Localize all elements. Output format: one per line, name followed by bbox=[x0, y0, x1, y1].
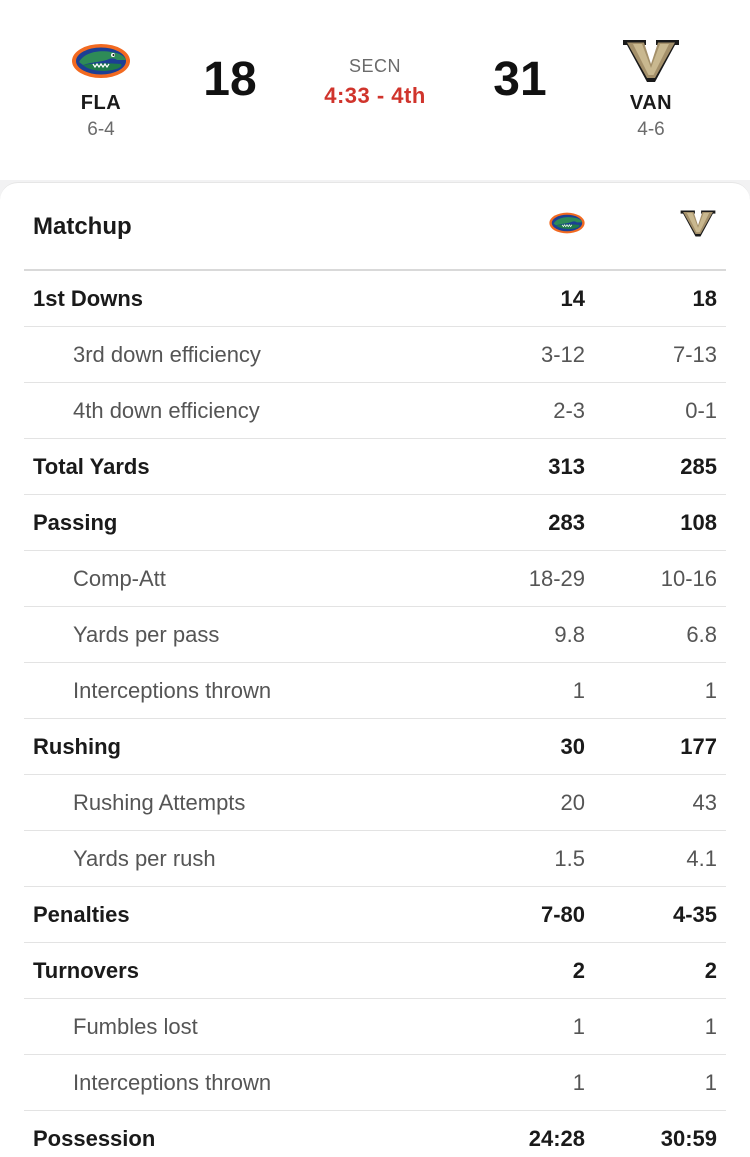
away-stat-value: 7-80 bbox=[540, 902, 585, 927]
away-stat-value: 30 bbox=[560, 734, 585, 759]
florida-gator-logo-icon bbox=[549, 212, 585, 234]
stat-row: 4th down efficiency 2-3 0-1 bbox=[24, 383, 726, 439]
away-stat-value: 1.5 bbox=[554, 846, 585, 871]
stat-label: Yards per rush bbox=[73, 846, 216, 871]
matchup-card: Matchup 1st Downs 14 18 3rd down efficiency… bbox=[0, 182, 750, 1157]
vanderbilt-v-logo-icon bbox=[680, 210, 716, 237]
matchup-stats-table: 1st Downs 14 18 3rd down efficiency 3-12 7-13… bbox=[24, 271, 726, 1157]
away-team[interactable]: FLA 6-4 bbox=[41, 34, 161, 141]
home-stat-value: 4-35 bbox=[672, 902, 717, 927]
away-stat-value: 9.8 bbox=[554, 622, 585, 647]
home-stat-value: 18 bbox=[692, 286, 717, 311]
away-team-record: 6-4 bbox=[87, 119, 115, 140]
away-stat-value: 283 bbox=[548, 510, 585, 535]
vanderbilt-v-logo-icon bbox=[623, 40, 679, 82]
florida-gator-logo-icon bbox=[72, 44, 130, 78]
home-stat-value: 2 bbox=[704, 958, 717, 983]
stat-label: Penalties bbox=[33, 902, 130, 927]
away-stat-value: 3-12 bbox=[540, 342, 585, 367]
stat-row: Turnovers 2 2 bbox=[24, 943, 726, 999]
stat-label: Fumbles lost bbox=[73, 1014, 198, 1039]
stat-row: Penalties 7-80 4-35 bbox=[24, 887, 726, 943]
stat-label: Interceptions thrown bbox=[73, 678, 272, 703]
stat-row: Interceptions thrown 1 1 bbox=[24, 663, 726, 719]
stat-row: Rushing Attempts 20 43 bbox=[24, 775, 726, 831]
scoreboard-header: FLA 6-4 18 SECN 4:33 - 4th 31 VAN 4-6 bbox=[0, 0, 750, 180]
home-score: 31 bbox=[493, 53, 547, 106]
matchup-header: Matchup bbox=[24, 183, 726, 271]
stat-row: 3rd down efficiency 3-12 7-13 bbox=[24, 327, 726, 383]
home-stat-value: 1 bbox=[704, 678, 717, 703]
stat-label: Interceptions thrown bbox=[73, 1070, 272, 1095]
home-stat-value: 7-13 bbox=[672, 342, 717, 367]
home-stat-value: 285 bbox=[680, 454, 717, 479]
stat-label: Yards per pass bbox=[73, 622, 220, 647]
home-stat-value: 1 bbox=[704, 1070, 717, 1095]
away-stat-value: 14 bbox=[560, 286, 585, 311]
stat-label: Rushing bbox=[33, 734, 121, 759]
stat-row: Passing 283 108 bbox=[24, 495, 726, 551]
away-stat-value: 2 bbox=[572, 958, 585, 983]
away-stat-value: 1 bbox=[572, 678, 585, 703]
stat-label: Total Yards bbox=[33, 454, 150, 479]
matchup-title: Matchup bbox=[33, 213, 132, 240]
away-stat-value: 313 bbox=[548, 454, 585, 479]
home-stat-value: 10-16 bbox=[660, 566, 717, 591]
stat-row: Comp-Att 18-29 10-16 bbox=[24, 551, 726, 607]
stat-label: Turnovers bbox=[33, 958, 139, 983]
home-stat-value: 6.8 bbox=[686, 622, 717, 647]
home-stat-value: 43 bbox=[692, 790, 717, 815]
stat-label: Comp-Att bbox=[73, 566, 166, 591]
home-stat-value: 108 bbox=[680, 510, 717, 535]
away-stat-value: 2-3 bbox=[553, 398, 585, 423]
away-stat-value: 1 bbox=[572, 1070, 585, 1095]
stat-row: Rushing 30 177 bbox=[24, 719, 726, 775]
stat-row: Fumbles lost 1 1 bbox=[24, 999, 726, 1055]
stat-label: 4th down efficiency bbox=[73, 398, 260, 423]
stat-row: Yards per pass 9.8 6.8 bbox=[24, 607, 726, 663]
stat-label: Passing bbox=[33, 510, 118, 535]
game-status: SECN 4:33 - 4th bbox=[275, 56, 475, 109]
home-stat-value: 30:59 bbox=[660, 1126, 717, 1151]
home-stat-value: 1 bbox=[704, 1014, 717, 1039]
stat-label: 1st Downs bbox=[33, 286, 144, 311]
away-stat-value: 18-29 bbox=[528, 566, 585, 591]
stat-label: 3rd down efficiency bbox=[73, 342, 261, 367]
home-stat-value: 177 bbox=[680, 734, 717, 759]
game-clock: 4:33 - 4th bbox=[324, 83, 426, 108]
stat-row: Yards per rush 1.5 4.1 bbox=[24, 831, 726, 887]
stat-row: Total Yards 313 285 bbox=[24, 439, 726, 495]
home-team-record: 4-6 bbox=[637, 119, 665, 140]
stat-row: Interceptions thrown 1 1 bbox=[24, 1055, 726, 1111]
home-stat-value: 4.1 bbox=[686, 846, 717, 871]
away-team-abbr: FLA bbox=[80, 92, 122, 114]
away-stat-value: 20 bbox=[560, 790, 585, 815]
stat-label: Rushing Attempts bbox=[73, 790, 246, 815]
home-stat-value: 0-1 bbox=[685, 398, 717, 423]
away-stat-value: 1 bbox=[572, 1014, 585, 1039]
broadcast-network: SECN bbox=[348, 56, 401, 76]
stat-row: 1st Downs 14 18 bbox=[24, 271, 726, 327]
stat-row: Possession 24:28 30:59 bbox=[24, 1111, 726, 1157]
away-score: 18 bbox=[203, 53, 257, 106]
stat-label: Possession bbox=[33, 1126, 156, 1151]
away-stat-value: 24:28 bbox=[528, 1126, 585, 1151]
home-team[interactable]: VAN 4-6 bbox=[591, 34, 711, 141]
home-team-abbr: VAN bbox=[629, 92, 673, 114]
